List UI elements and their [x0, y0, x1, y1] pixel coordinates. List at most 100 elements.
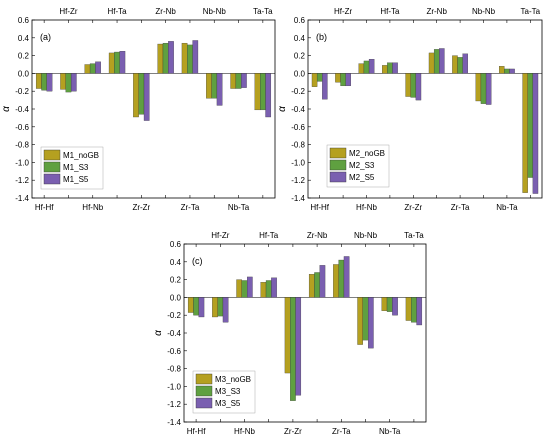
panel-label: (a)	[40, 32, 51, 42]
bar-zr-ta-m3_s3	[338, 259, 345, 298]
bar-nb-nb-m1_s5	[216, 73, 223, 106]
bar-hf-nb-m2_nogb	[358, 63, 365, 74]
y-tick-label: 0.6	[18, 16, 30, 25]
bar-ta-ta-m2_s3	[527, 73, 534, 178]
bar-hf-hf-m1_nogb	[35, 73, 42, 89]
legend-label: M2_noGB	[349, 149, 385, 158]
y-tick-label: 0.4	[18, 34, 30, 43]
y-tick-label: -0.4	[15, 105, 29, 114]
y-tick-label: -1.4	[291, 194, 305, 203]
y-tick-label: -0.8	[167, 365, 181, 374]
bar-hf-ta-m2_s3	[387, 62, 393, 74]
category-label: Hf-Hf	[187, 427, 206, 436]
bar-zr-ta-m1_nogb	[181, 42, 188, 74]
category-label: Nb-Nb	[472, 7, 496, 16]
bar-hf-zr-m1_nogb	[60, 73, 66, 90]
bar-hf-hf-m2_s3	[316, 73, 323, 82]
bar-zr-zr-m1_s5	[143, 73, 150, 121]
category-label: Nb-Ta	[379, 427, 401, 436]
y-tick-label: -1.2	[167, 400, 181, 409]
bar-hf-ta-m2_s5	[392, 62, 398, 74]
category-label: Nb-Nb	[203, 7, 227, 16]
legend-swatch	[195, 385, 213, 397]
category-label: Nb-Ta	[496, 203, 518, 212]
bar-hf-zr-m2_s5	[345, 73, 351, 87]
category-label: Ta-Ta	[253, 7, 273, 16]
category-label: Hf-Nb	[234, 427, 255, 436]
bar-ta-ta-m3_nogb	[405, 297, 412, 321]
bar-zr-nb-m2_s3	[433, 49, 440, 74]
bar-nb-ta-m2_s5	[509, 68, 515, 74]
bar-zr-nb-m1_nogb	[157, 43, 164, 74]
y-tick-label: -1.4	[167, 418, 181, 427]
bar-zr-ta-m1_s5	[192, 40, 199, 74]
category-label: Zr-Ta	[451, 203, 470, 212]
bar-nb-nb-m3_nogb	[357, 297, 363, 345]
bar-hf-hf-m3_s5	[198, 297, 205, 318]
legend-swatch	[195, 397, 213, 409]
bar-nb-nb-m3_s5	[368, 297, 374, 349]
bar-hf-hf-m1_s3	[41, 73, 47, 91]
bar-zr-nb-m2_nogb	[428, 52, 435, 74]
legend-swatch	[329, 147, 347, 159]
bar-hf-nb-m2_s5	[368, 59, 375, 74]
legend-label: M3_S5	[215, 399, 241, 408]
y-tick-label: -0.6	[15, 123, 29, 132]
bar-nb-ta-m2_s3	[504, 68, 510, 74]
y-tick-label: 0.2	[294, 52, 306, 61]
y-tick-label: 0.4	[294, 34, 306, 43]
bar-zr-zr-m3_s3	[290, 297, 296, 401]
bar-ta-ta-m1_s5	[265, 73, 272, 118]
y-axis-label: α	[153, 330, 164, 336]
bar-nb-nb-m2_s5	[485, 73, 492, 105]
y-tick-label: 0.6	[170, 240, 182, 249]
bar-zr-ta-m3_nogb	[333, 264, 339, 298]
y-tick-label: -0.6	[291, 123, 305, 132]
bar-hf-zr-m3_s5	[222, 297, 229, 323]
chart-panel-3: 0.6 0.4 0.2 0.0 -0.2 -0.4 -0.6 -0.8 -1.0 -1.2 -1.4…	[153, 231, 427, 436]
y-axis-label: α	[1, 106, 12, 112]
bar-nb-nb-m1_nogb	[206, 73, 212, 99]
category-label: Zr-Nb	[426, 7, 447, 16]
bar-hf-zr-m3_nogb	[212, 297, 218, 318]
bar-zr-zr-m3_nogb	[284, 297, 291, 374]
bar-zr-nb-m1_s3	[162, 42, 169, 74]
category-label: Hf-Ta	[107, 7, 127, 16]
bar-hf-hf-m2_s5	[322, 73, 328, 100]
legend-label: M2_S3	[349, 161, 375, 170]
bar-hf-nb-m1_s5	[95, 61, 101, 74]
bar-nb-ta-m3_s5	[392, 297, 398, 316]
category-label: Ta-Ta	[404, 231, 424, 240]
y-tick-label: 0.6	[294, 16, 306, 25]
bar-hf-zr-m1_s3	[65, 73, 72, 93]
bar-hf-ta-m3_s5	[271, 277, 277, 298]
y-tick-label: -1.2	[15, 176, 29, 185]
bar-hf-hf-m2_nogb	[311, 73, 318, 87]
bar-zr-ta-m1_s3	[187, 44, 193, 74]
bar-hf-hf-m3_nogb	[187, 297, 194, 313]
y-tick-label: -0.2	[15, 87, 29, 96]
category-label: Hf-Hf	[35, 203, 54, 212]
bar-nb-nb-m2_nogb	[475, 73, 482, 102]
y-tick-label: -0.2	[167, 311, 181, 320]
category-label: Hf-Nb	[356, 203, 377, 212]
category-label: Hf-Hf	[310, 203, 329, 212]
bar-nb-ta-m3_nogb	[381, 297, 388, 311]
category-label: Zr-Nb	[155, 7, 176, 16]
bar-hf-ta-m1_nogb	[108, 52, 115, 74]
bar-hf-nb-m3_s5	[247, 276, 253, 298]
y-tick-label: 0.4	[170, 258, 182, 267]
legend-label: M1_S3	[63, 163, 89, 172]
bar-zr-ta-m2_s3	[457, 57, 463, 74]
legend-swatch	[195, 373, 213, 385]
chart-panel-2: 0.6 0.4 0.2 0.0 -0.2 -0.4 -0.6 -0.8 -1.0 -1.2 -1.4…	[277, 7, 543, 212]
bar-zr-zr-m1_nogb	[133, 73, 139, 118]
bar-zr-nb-m3_nogb	[308, 274, 315, 298]
y-tick-label: -0.8	[291, 141, 305, 150]
bar-hf-zr-m1_s5	[70, 73, 77, 92]
bar-zr-zr-m1_s3	[138, 73, 145, 115]
bar-ta-ta-m3_s5	[416, 297, 423, 326]
y-tick-label: -0.2	[291, 87, 305, 96]
y-tick-label: -0.6	[167, 347, 181, 356]
